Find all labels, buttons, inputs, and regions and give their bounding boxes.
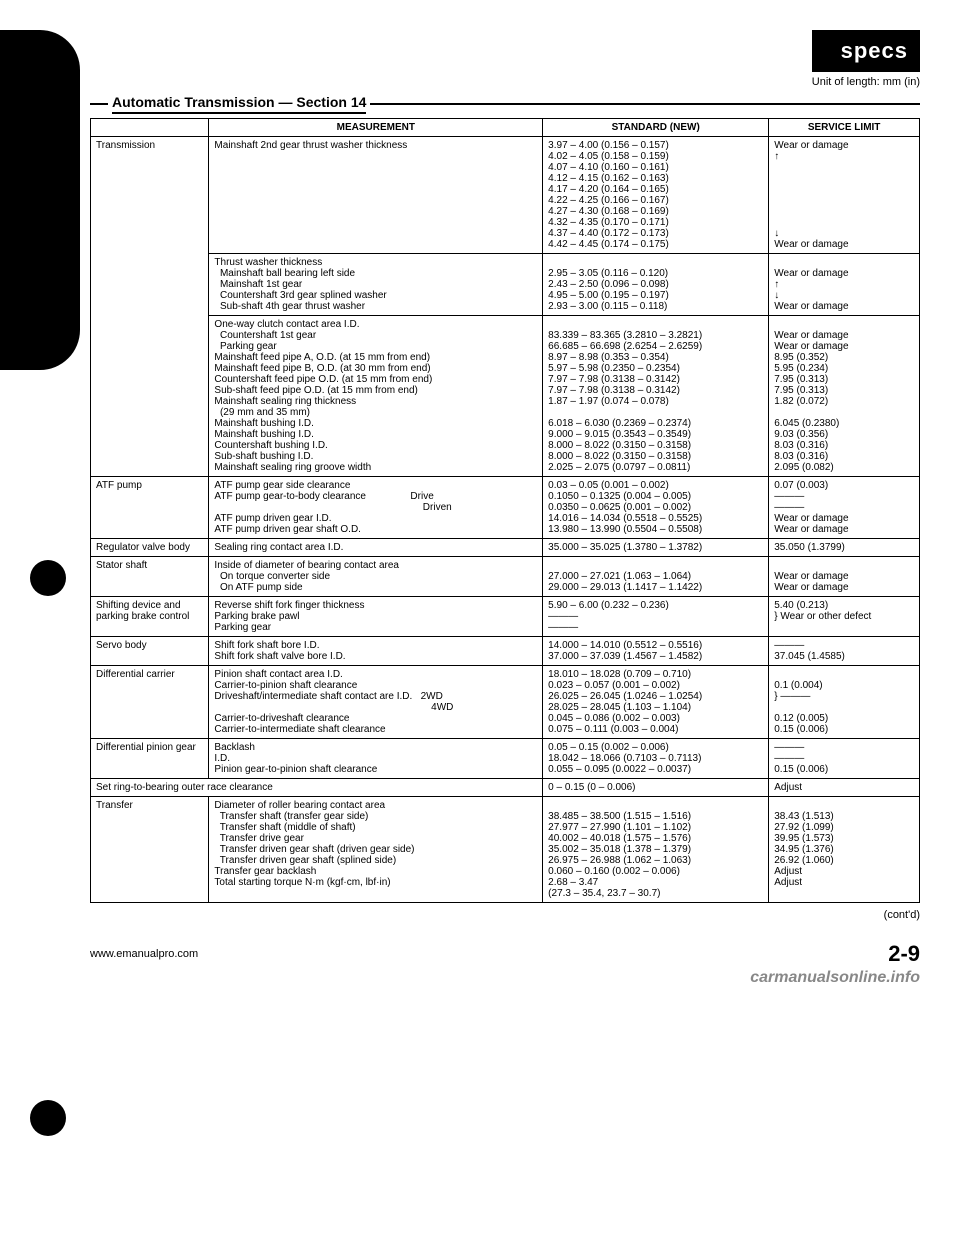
standard-cell: 0.03 – 0.05 (0.001 – 0.002) 0.1050 – 0.1… (543, 477, 769, 539)
measurement-cell: Inside of diameter of bearing contact ar… (209, 557, 543, 597)
limit-cell: 5.40 (0.213) } Wear or other defect (769, 597, 920, 637)
watermark: carmanualsonline.info (750, 969, 920, 987)
table-row: Differential pinion gearBacklash I.D. Pi… (91, 739, 920, 779)
table-row: Set ring-to-bearing outer race clearance… (91, 779, 920, 797)
component-cell: Shifting device and parking brake contro… (91, 597, 209, 637)
hole-punch-dot (30, 560, 66, 596)
table-row: ATF pumpATF pump gear side clearance ATF… (91, 477, 920, 539)
measurement-cell: Backlash I.D. Pinion gear-to-pinion shaf… (209, 739, 543, 779)
limit-cell: Wear or damage Wear or damage 8.95 (0.35… (769, 316, 920, 477)
limit-cell: Wear or damage ↑ ↓ Wear or damage (769, 137, 920, 254)
component-cell: Differential pinion gear (91, 739, 209, 779)
page-container: specs Unit of length: mm (in) Automatic … (0, 0, 960, 997)
standard-cell: 14.000 – 14.010 (0.5512 – 0.5516) 37.000… (543, 637, 769, 666)
component-cell: Set ring-to-bearing outer race clearance (91, 779, 543, 797)
limit-cell: Wear or damage Wear or damage (769, 557, 920, 597)
measurement-cell: Reverse shift fork finger thickness Park… (209, 597, 543, 637)
table-row: One-way clutch contact area I.D. Counter… (91, 316, 920, 477)
table-row: Stator shaftInside of diameter of bearin… (91, 557, 920, 597)
standard-cell: 0.05 – 0.15 (0.002 – 0.006) 18.042 – 18.… (543, 739, 769, 779)
component-cell: Differential carrier (91, 666, 209, 739)
col-component (91, 119, 209, 137)
table-row: Differential carrierPinion shaft contact… (91, 666, 920, 739)
limit-cell: ——— ——— 0.15 (0.006) (769, 739, 920, 779)
col-limit: SERVICE LIMIT (769, 119, 920, 137)
edge-tab (0, 30, 80, 370)
standard-cell: 3.97 – 4.00 (0.156 – 0.157) 4.02 – 4.05 … (543, 137, 769, 254)
component-cell: Transfer (91, 797, 209, 903)
table-row: Thrust washer thickness Mainshaft ball b… (91, 254, 920, 316)
table-row: Shifting device and parking brake contro… (91, 597, 920, 637)
limit-cell: Adjust (769, 779, 920, 797)
contd-label: (cont'd) (90, 909, 920, 921)
standard-cell: 2.95 – 3.05 (0.116 – 0.120) 2.43 – 2.50 … (543, 254, 769, 316)
limit-cell: ——— 37.045 (1.4585) (769, 637, 920, 666)
table-row: Regulator valve bodySealing ring contact… (91, 539, 920, 557)
col-measurement: MEASUREMENT (209, 119, 543, 137)
limit-cell: 0.1 (0.004) } ——— 0.12 (0.005) 0.15 (0.0… (769, 666, 920, 739)
standard-cell: 5.90 – 6.00 (0.232 – 0.236) ——— ——— (543, 597, 769, 637)
section-title-row: Automatic Transmission — Section 14 (90, 94, 920, 114)
component-cell: Stator shaft (91, 557, 209, 597)
measurement-cell: ATF pump gear side clearance ATF pump ge… (209, 477, 543, 539)
unit-label: Unit of length: mm (in) (812, 76, 920, 88)
specs-badge: specs (812, 30, 920, 72)
standard-cell: 83.339 – 83.365 (3.2810 – 3.2821) 66.685… (543, 316, 769, 477)
measurement-cell: One-way clutch contact area I.D. Counter… (209, 316, 543, 477)
measurement-cell: Mainshaft 2nd gear thrust washer thickne… (209, 137, 543, 254)
standard-cell: 35.000 – 35.025 (1.3780 – 1.3782) (543, 539, 769, 557)
limit-cell: 38.43 (1.513) 27.92 (1.099) 39.95 (1.573… (769, 797, 920, 903)
table-header: MEASUREMENT STANDARD (NEW) SERVICE LIMIT (91, 119, 920, 137)
component-cell: Servo body (91, 637, 209, 666)
standard-cell: 38.485 – 38.500 (1.515 – 1.516) 27.977 –… (543, 797, 769, 903)
measurement-cell: Diameter of roller bearing contact area … (209, 797, 543, 903)
standard-cell: 18.010 – 18.028 (0.709 – 0.710) 0.023 – … (543, 666, 769, 739)
col-standard: STANDARD (NEW) (543, 119, 769, 137)
page-number: 2-9 (888, 941, 920, 967)
limit-cell: Wear or damage ↑ ↓ Wear or damage (769, 254, 920, 316)
standard-cell: 0 – 0.15 (0 – 0.006) (543, 779, 769, 797)
section-title: Automatic Transmission — Section 14 (112, 94, 366, 114)
footer-row: www.emanualpro.com 2-9 (90, 941, 920, 967)
measurement-cell: Sealing ring contact area I.D. (209, 539, 543, 557)
limit-cell: 35.050 (1.3799) (769, 539, 920, 557)
component-cell: ATF pump (91, 477, 209, 539)
table-body: TransmissionMainshaft 2nd gear thrust wa… (91, 137, 920, 903)
measurement-cell: Shift fork shaft bore I.D. Shift fork sh… (209, 637, 543, 666)
limit-cell: 0.07 (0.003) ——— ——— Wear or damage Wear… (769, 477, 920, 539)
table-row: TransmissionMainshaft 2nd gear thrust wa… (91, 137, 920, 254)
header-row: specs Unit of length: mm (in) (90, 30, 920, 88)
measurement-cell: Pinion shaft contact area I.D. Carrier-t… (209, 666, 543, 739)
component-cell: Regulator valve body (91, 539, 209, 557)
measurement-cell: Thrust washer thickness Mainshaft ball b… (209, 254, 543, 316)
standard-cell: 27.000 – 27.021 (1.063 – 1.064) 29.000 –… (543, 557, 769, 597)
table-row: Servo bodyShift fork shaft bore I.D. Shi… (91, 637, 920, 666)
footer-url: www.emanualpro.com (90, 948, 198, 960)
spec-table: MEASUREMENT STANDARD (NEW) SERVICE LIMIT… (90, 118, 920, 903)
component-cell: Transmission (91, 137, 209, 477)
table-row: TransferDiameter of roller bearing conta… (91, 797, 920, 903)
hole-punch-dot (30, 1100, 66, 1136)
